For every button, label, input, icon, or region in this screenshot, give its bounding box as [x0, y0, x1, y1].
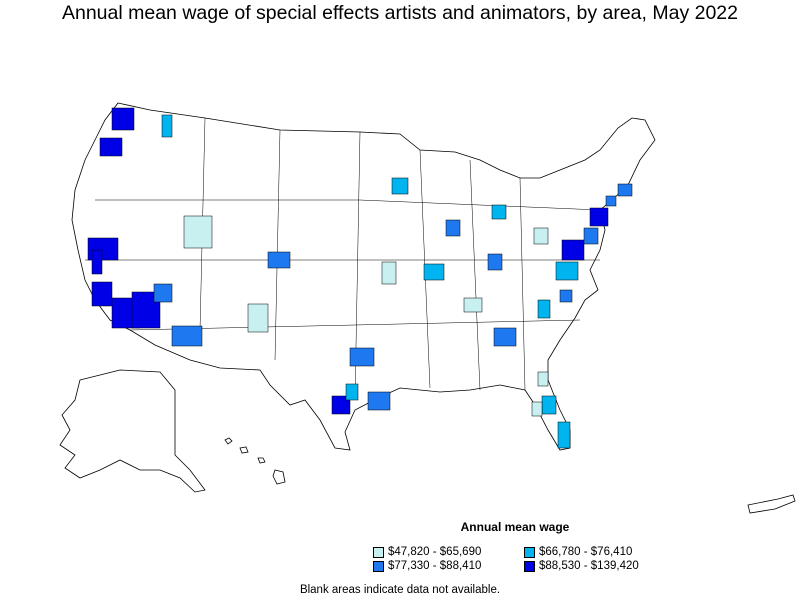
legend-item-3: $77,330 - $88,410	[373, 560, 481, 572]
legend-label-1: $47,820 - $65,690	[388, 546, 482, 558]
area-portland	[99, 137, 123, 157]
area-dallas	[349, 347, 375, 367]
legend-label-3: $77,330 - $88,410	[388, 560, 482, 572]
area-minneapolis	[391, 177, 409, 195]
legend-item-4: $88,530 - $139,420	[524, 560, 639, 572]
legend-swatch-2	[524, 546, 535, 558]
area-houston	[367, 391, 391, 411]
area-nashville	[463, 297, 483, 313]
area-jacksonville	[537, 371, 549, 387]
legend-item-1: $47,820 - $65,690	[373, 546, 481, 558]
area-orlando	[541, 395, 557, 415]
area-denver	[267, 251, 291, 269]
legend-swatch-4	[524, 560, 535, 572]
area-nyc	[589, 207, 609, 227]
legend-swatch-3	[373, 560, 384, 572]
alaska-outline	[59, 369, 206, 493]
area-kansas-city	[381, 261, 397, 285]
legend-label-4: $88,530 - $139,420	[539, 560, 639, 572]
area-detroit	[491, 204, 507, 220]
area-philadelphia	[583, 227, 599, 245]
map-title: Annual mean wage of special effects arti…	[61, 2, 739, 24]
area-tampa	[531, 401, 543, 417]
area-central-ca	[91, 249, 103, 275]
area-boston	[617, 183, 633, 197]
area-atlanta	[493, 327, 517, 347]
legend-label-2: $66,780 - $76,410	[539, 546, 633, 558]
area-miami	[557, 421, 571, 449]
area-tucson	[171, 325, 203, 347]
area-spokane	[161, 114, 173, 138]
area-hartford	[605, 195, 617, 207]
area-dc	[561, 239, 585, 261]
area-albuquerque	[247, 303, 269, 333]
area-la	[91, 281, 113, 307]
hawaii-outline	[224, 437, 286, 485]
area-san-antonio	[345, 383, 359, 401]
area-austin	[331, 395, 351, 415]
legend-swatch-1	[373, 546, 384, 558]
area-las-vegas	[153, 283, 173, 303]
area-columbus	[533, 227, 549, 245]
area-st-louis	[423, 263, 445, 281]
area-charlotte	[537, 299, 551, 319]
legend-title: Annual mean wage	[460, 520, 570, 534]
area-chicago	[445, 219, 461, 237]
puerto-rico-outline	[747, 494, 796, 514]
footnote: Blank areas indicate data not available.	[299, 584, 501, 596]
area-salt-lake	[183, 215, 213, 249]
area-richmond	[555, 261, 579, 281]
area-indianapolis	[487, 253, 503, 271]
area-seattle	[111, 107, 135, 131]
area-raleigh	[559, 289, 573, 303]
legend-item-2: $66,780 - $76,410	[524, 546, 632, 558]
